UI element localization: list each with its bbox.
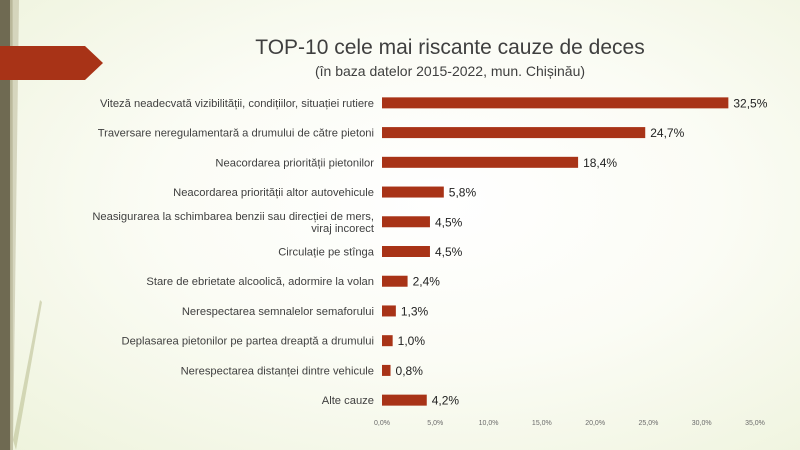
bar bbox=[382, 127, 646, 139]
category-label: Neasigurarea la schimbarea benzii sau di… bbox=[92, 211, 374, 223]
bar bbox=[382, 275, 408, 287]
data-label: 24,7% bbox=[650, 126, 684, 140]
data-label: 1,0% bbox=[398, 334, 426, 348]
data-label: 2,4% bbox=[413, 275, 441, 289]
x-tick-label: 10,0% bbox=[479, 420, 499, 427]
category-label: Neacordarea priorității altor autovehicu… bbox=[173, 187, 374, 199]
category-label: Deplasarea pietonilor pe partea dreaptă … bbox=[122, 336, 375, 348]
data-label: 4,2% bbox=[432, 394, 460, 408]
x-tick-label: 15,0% bbox=[532, 420, 552, 427]
bar bbox=[382, 97, 729, 109]
category-label: Viteză neadecvată vizibilității, condiți… bbox=[100, 98, 374, 110]
data-label: 0,8% bbox=[396, 364, 424, 378]
category-label: Circulație pe stînga bbox=[278, 247, 375, 259]
bar bbox=[382, 335, 393, 347]
x-tick-label: 25,0% bbox=[638, 420, 658, 427]
arrow-shape bbox=[0, 46, 103, 80]
category-label: viraj incorect bbox=[311, 223, 375, 235]
chart-title: TOP-10 cele mai riscante cauze de deces bbox=[255, 36, 645, 59]
category-label: Alte cauze bbox=[322, 395, 374, 407]
title-block: TOP-10 cele mai riscante cauze de deces … bbox=[190, 36, 710, 80]
bar bbox=[382, 394, 427, 406]
bar bbox=[382, 186, 444, 198]
category-label: Stare de ebrietate alcoolică, adormire l… bbox=[146, 276, 374, 288]
x-tick-label: 30,0% bbox=[692, 420, 712, 427]
bar bbox=[382, 246, 430, 257]
bar bbox=[382, 156, 579, 168]
data-label: 4,5% bbox=[435, 215, 463, 229]
data-label: 1,3% bbox=[401, 304, 429, 318]
data-label: 18,4% bbox=[583, 156, 617, 170]
x-tick-label: 35,0% bbox=[745, 420, 765, 427]
category-label: Neacordarea priorității pietonilor bbox=[215, 157, 374, 169]
x-tick-label: 5,0% bbox=[427, 420, 443, 427]
category-label: Traversare neregulamentară a drumului de… bbox=[98, 128, 374, 140]
decorative-slanted-line bbox=[11, 0, 19, 450]
left-decorative-band bbox=[0, 0, 10, 450]
x-tick-label: 20,0% bbox=[585, 420, 605, 427]
category-label: Nerespectarea distanței dintre vehicule bbox=[181, 365, 374, 377]
bar bbox=[382, 364, 391, 376]
decorative-slanted-line bbox=[13, 300, 42, 450]
category-label: Nerespectarea semnalelor semaforului bbox=[182, 306, 374, 318]
data-label: 5,8% bbox=[449, 186, 477, 200]
data-label: 4,5% bbox=[435, 245, 463, 259]
bar bbox=[382, 216, 430, 228]
bar bbox=[382, 305, 396, 317]
chart-subtitle: (în baza datelor 2015-2022, mun. Chișină… bbox=[314, 63, 586, 79]
data-label: 32,5% bbox=[733, 96, 767, 110]
x-tick-label: 0,0% bbox=[374, 420, 390, 427]
